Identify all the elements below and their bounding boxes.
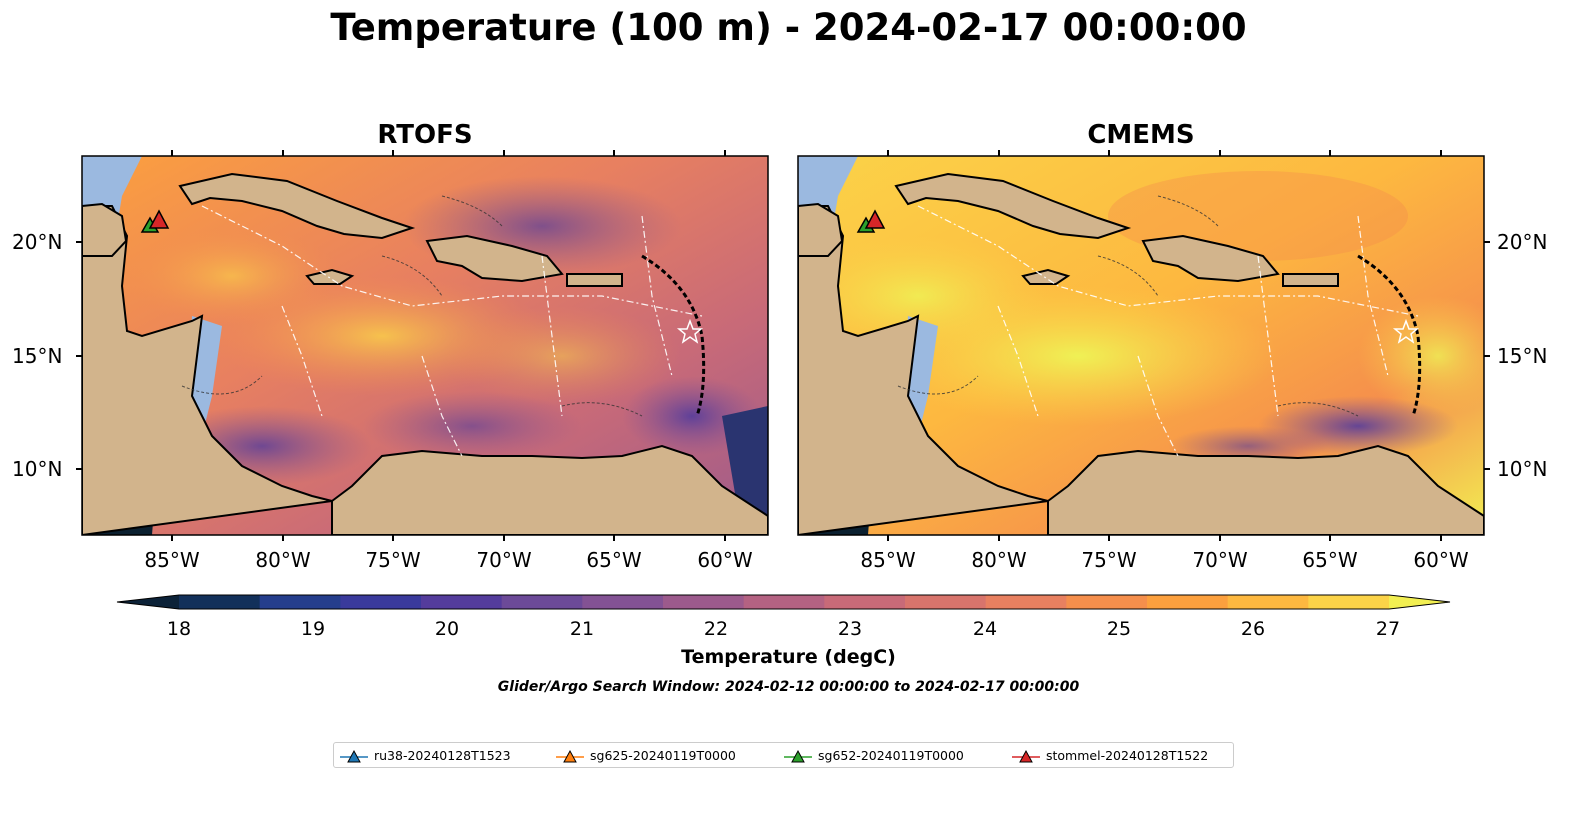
cmems-map-frame xyxy=(797,155,1485,536)
colorbar-tick-25: 25 xyxy=(1106,618,1132,640)
colorbar-segment xyxy=(501,595,583,609)
colorbar-segment xyxy=(340,595,422,609)
colorbar-segment xyxy=(1308,595,1390,609)
colorbar-segment xyxy=(824,595,906,609)
lon-label-70w-rtofs: 70°W xyxy=(476,548,532,572)
colorbar-extend-low xyxy=(117,595,179,609)
colorbar-segment xyxy=(259,595,341,609)
triangle-marker-icon xyxy=(556,749,584,763)
triangle-marker-icon xyxy=(1012,749,1040,763)
lat-label-10n-left: 10°N xyxy=(12,457,63,481)
legend: ru38-20240128T1523 sg625-20240119T0000 s… xyxy=(333,742,1234,768)
colorbar xyxy=(116,594,1451,610)
colorbar-segment xyxy=(743,595,825,609)
axis-ticks xyxy=(76,150,1490,541)
lon-label-85w-cmems: 85°W xyxy=(860,548,916,572)
search-window-text: Glider/Argo Search Window: 2024-02-12 00… xyxy=(497,679,1080,695)
map-panels xyxy=(76,150,1490,541)
lon-label-80w-rtofs: 80°W xyxy=(255,548,311,572)
colorbar-tick-24: 24 xyxy=(972,618,998,640)
colorbar-tick-22: 22 xyxy=(703,618,729,640)
colorbar-tick-19: 19 xyxy=(300,618,326,640)
colorbar-segment xyxy=(582,595,664,609)
colorbar-segment xyxy=(1066,595,1148,609)
rtofs-map-frame xyxy=(81,155,769,536)
colorbar-segment xyxy=(905,595,987,609)
colorbar-segment xyxy=(1147,595,1229,609)
lon-label-85w-rtofs: 85°W xyxy=(144,548,200,572)
legend-item-stommel: stommel-20240128T1522 xyxy=(1012,743,1208,767)
rtofs-panel-title: RTOFS xyxy=(377,120,473,150)
colorbar-tick-18: 18 xyxy=(166,618,192,640)
colorbar-outline xyxy=(116,594,1451,610)
colorbar-tick-23: 23 xyxy=(837,618,863,640)
lat-label-20n-right: 20°N xyxy=(1497,230,1548,254)
colorbar-segment xyxy=(179,595,261,609)
colorbar-label: Temperature (degC) xyxy=(681,646,896,668)
lat-label-15n-right: 15°N xyxy=(1497,344,1548,368)
lon-label-65w-rtofs: 65°W xyxy=(586,548,642,572)
colorbar-tick-20: 20 xyxy=(434,618,460,640)
lon-label-60w-rtofs: 60°W xyxy=(697,548,753,572)
colorbar-tick-26: 26 xyxy=(1240,618,1266,640)
triangle-marker-icon xyxy=(340,749,368,763)
legend-label: sg625-20240119T0000 xyxy=(590,747,736,763)
legend-item-sg625: sg625-20240119T0000 xyxy=(556,743,736,767)
lon-label-60w-cmems: 60°W xyxy=(1413,548,1469,572)
rtofs-map xyxy=(82,156,768,535)
colorbar-segment xyxy=(985,595,1067,609)
cmems-panel-title: CMEMS xyxy=(1087,120,1195,150)
lon-label-75w-rtofs: 75°W xyxy=(365,548,421,572)
main-title: Temperature (100 m) - 2024-02-17 00:00:0… xyxy=(330,6,1247,49)
lat-label-10n-right: 10°N xyxy=(1497,457,1548,481)
colorbar-tick-27: 27 xyxy=(1375,618,1401,640)
colorbar-extend-high xyxy=(1389,595,1450,609)
triangle-marker-icon xyxy=(784,749,812,763)
lat-label-15n-left: 15°N xyxy=(12,344,63,368)
colorbar-segment xyxy=(1227,595,1309,609)
legend-label: stommel-20240128T1522 xyxy=(1046,747,1209,763)
colorbar-segment xyxy=(421,595,503,609)
lon-label-80w-cmems: 80°W xyxy=(971,548,1027,572)
legend-item-sg652: sg652-20240119T0000 xyxy=(784,743,964,767)
lon-label-65w-cmems: 65°W xyxy=(1302,548,1358,572)
lat-label-20n-left: 20°N xyxy=(12,230,63,254)
colorbar-tick-21: 21 xyxy=(569,618,595,640)
legend-label: ru38-20240128T1523 xyxy=(374,747,511,763)
cmems-map xyxy=(798,156,1484,535)
legend-item-ru38: ru38-20240128T1523 xyxy=(340,743,511,767)
lon-label-75w-cmems: 75°W xyxy=(1081,548,1137,572)
legend-label: sg652-20240119T0000 xyxy=(818,747,964,763)
colorbar-segment xyxy=(663,595,745,609)
lon-label-70w-cmems: 70°W xyxy=(1192,548,1248,572)
